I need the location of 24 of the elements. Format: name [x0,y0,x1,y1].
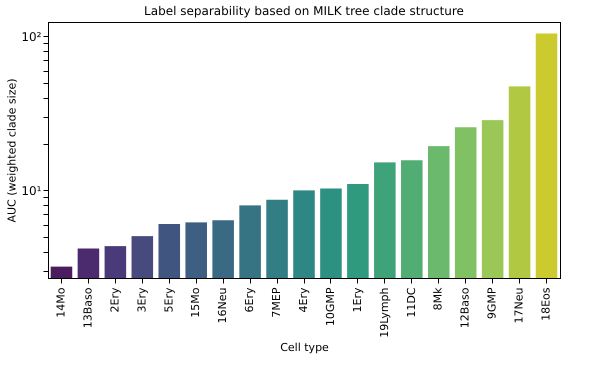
x-tick-label: 11DC [404,287,418,318]
x-tick-label: 15Mo [189,287,202,318]
x-tick-label: 2Ery [108,287,122,312]
x-axis-title: Cell type [280,340,330,354]
x-tick-label: 19Lymph [378,287,391,338]
x-tick-label: 12Baso [458,287,472,328]
x-tick-label: 17Neu [512,288,526,324]
x-tick-label: 3Ery [135,287,148,312]
chart-title: Label separability based on MILK tree clade structure [144,4,464,18]
y-tick-label: 10¹ [21,184,42,198]
x-tick-label: 1Ery [350,287,364,312]
x-tick-label: 8Mk [432,286,445,310]
x-tick-label: 4Ery [297,287,310,312]
x-tick-label: 5Ery [162,287,176,312]
x-tick-label: 7MEP [270,287,284,318]
y-tick-label: 10² [21,30,42,44]
x-tick-label: 10GMP [324,287,337,326]
x-tick-label: 14Mo [54,287,68,318]
y-axis-title: AUC (weighted clade size) [5,78,18,223]
x-tick-label: 16Neu [216,288,230,324]
x-tick-label: 13Baso [81,287,94,328]
x-tick-label: 18Eos [540,287,553,321]
x-tick-label: 9GMP [486,287,499,320]
x-tick-label: 6Ery [243,287,256,312]
